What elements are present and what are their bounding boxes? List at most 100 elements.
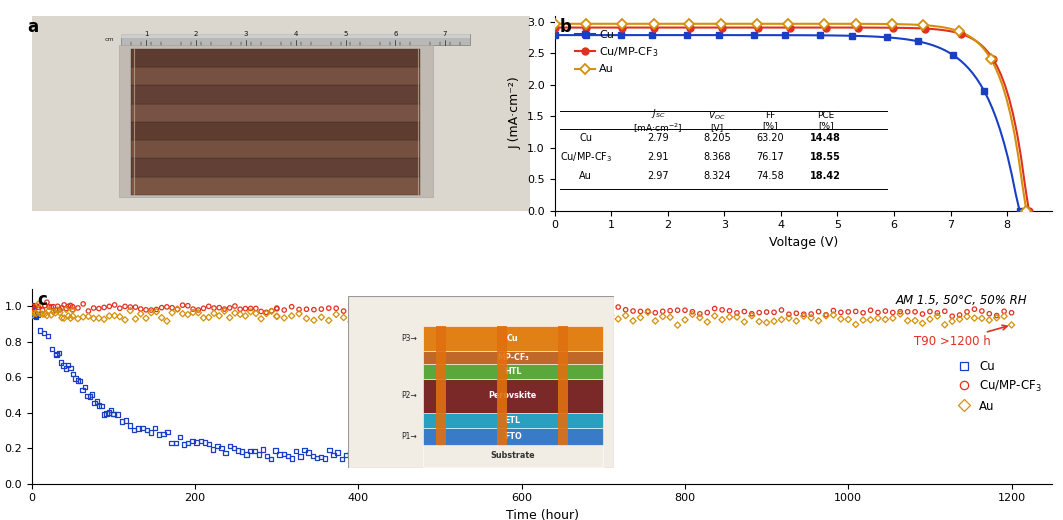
Point — [765, 317, 782, 326]
Point — [780, 314, 797, 322]
Point — [632, 307, 649, 316]
Text: 7: 7 — [443, 31, 448, 37]
Point — [461, 310, 478, 318]
Point — [870, 314, 887, 322]
Point — [268, 312, 285, 320]
Point — [810, 317, 827, 325]
Point — [639, 308, 656, 316]
Bar — [132, 49, 420, 67]
Point — [595, 315, 612, 323]
Point — [71, 377, 88, 385]
Point — [877, 315, 894, 323]
Point — [743, 309, 760, 318]
Point — [350, 449, 367, 458]
Bar — [132, 140, 420, 159]
Point — [225, 444, 242, 452]
Point — [713, 316, 730, 324]
Point — [402, 305, 419, 314]
Point — [292, 452, 309, 461]
Bar — [132, 159, 420, 177]
Point — [536, 306, 553, 315]
Point — [304, 452, 321, 460]
Point — [210, 304, 227, 312]
Point — [795, 312, 812, 320]
Point — [646, 317, 663, 325]
Point — [275, 450, 292, 458]
Text: 3: 3 — [243, 31, 248, 37]
Point — [201, 440, 218, 448]
Point — [899, 307, 916, 316]
Point — [55, 361, 72, 370]
Point — [164, 308, 181, 317]
Point — [238, 450, 255, 459]
Point — [106, 301, 123, 309]
Point — [155, 430, 172, 438]
Point — [476, 307, 493, 316]
Bar — [121, 34, 470, 45]
Point — [884, 314, 901, 322]
Point — [773, 316, 790, 324]
Point — [167, 439, 184, 447]
Point — [817, 311, 834, 320]
Point — [862, 306, 879, 315]
Point — [39, 332, 56, 341]
Point — [53, 358, 70, 367]
Point — [855, 316, 872, 324]
Point — [69, 376, 86, 385]
Point — [263, 307, 280, 316]
Point — [60, 361, 77, 369]
Point — [248, 304, 265, 313]
Point — [126, 303, 144, 311]
Point — [221, 304, 238, 312]
Point — [51, 306, 68, 314]
Point — [28, 309, 45, 318]
Point — [217, 449, 234, 457]
Point — [892, 307, 909, 316]
Point — [163, 438, 180, 447]
Point — [758, 318, 775, 327]
Point — [250, 450, 267, 459]
Point — [226, 309, 243, 317]
Point — [937, 307, 954, 316]
Point — [327, 310, 344, 319]
Legend: Cu, Cu/MP-CF$_3$, Au: Cu, Cu/MP-CF$_3$, Au — [947, 355, 1046, 417]
Point — [237, 312, 254, 320]
Point — [350, 313, 367, 321]
Point — [669, 306, 686, 315]
Point — [67, 374, 84, 383]
Point — [513, 307, 530, 316]
Point — [79, 392, 96, 400]
Point — [132, 310, 149, 318]
Point — [142, 306, 159, 314]
Legend: Cu, Cu/MP-CF$_3$, Au: Cu, Cu/MP-CF$_3$, Au — [570, 25, 663, 79]
Point — [432, 307, 449, 315]
Point — [506, 316, 523, 324]
Point — [121, 422, 138, 430]
Point — [424, 307, 441, 315]
Bar — [132, 122, 420, 140]
Point — [40, 306, 57, 315]
Point — [877, 307, 894, 315]
Point — [298, 315, 315, 323]
Point — [62, 301, 79, 309]
Point — [51, 308, 68, 317]
Point — [817, 310, 834, 319]
Point — [237, 304, 254, 313]
Point — [64, 306, 81, 314]
Point — [528, 306, 545, 315]
Point — [320, 316, 337, 324]
Point — [618, 306, 635, 314]
Point — [439, 306, 456, 314]
Point — [208, 442, 225, 450]
Point — [242, 308, 259, 316]
Point — [580, 319, 597, 328]
Point — [26, 305, 43, 314]
Point — [74, 300, 91, 308]
Point — [100, 408, 117, 417]
Point — [317, 454, 334, 463]
Point — [32, 302, 49, 310]
Point — [300, 449, 317, 457]
Point — [114, 417, 131, 425]
Point — [966, 314, 983, 322]
Point — [247, 447, 264, 455]
